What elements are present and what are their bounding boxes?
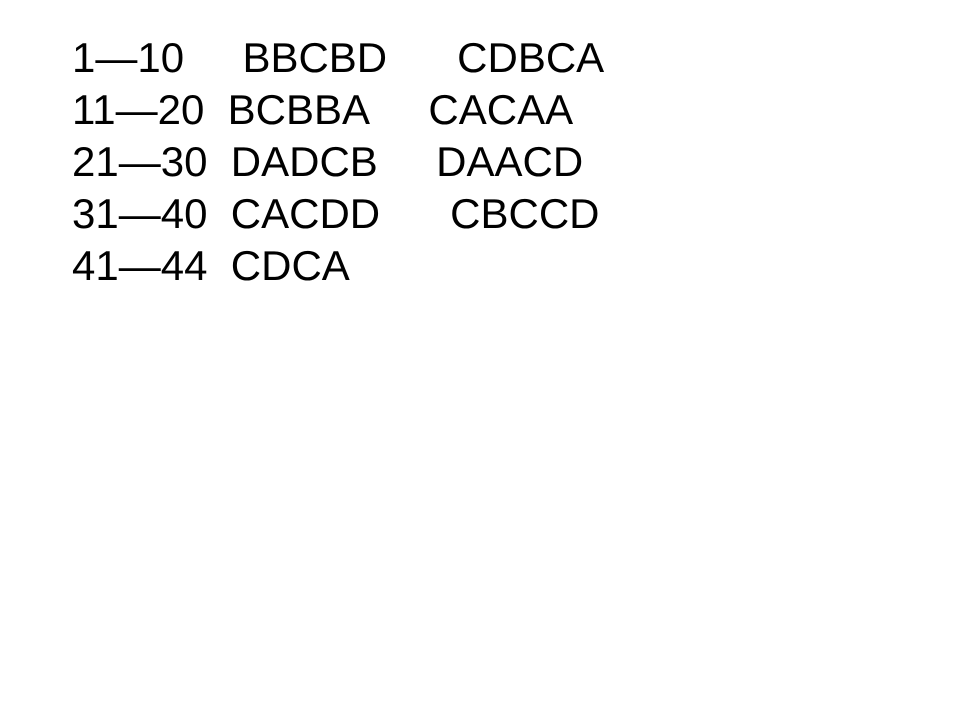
answer-key-container: 1—10 BBCBD CDBCA 11—20 BCBBA CACAA 21—30… bbox=[72, 32, 960, 292]
answer-row: 21—30 DADCB DAACD bbox=[72, 136, 960, 188]
spacer bbox=[204, 84, 227, 136]
answer-group-2: DAACD bbox=[436, 136, 583, 188]
spacer bbox=[207, 188, 230, 240]
answer-group-1: BBCBD bbox=[242, 32, 387, 84]
answer-row: 11—20 BCBBA CACAA bbox=[72, 84, 960, 136]
range-label: 31—40 bbox=[72, 188, 207, 240]
answer-row: 31—40 CACDD CBCCD bbox=[72, 188, 960, 240]
spacer bbox=[207, 136, 230, 188]
range-label: 21—30 bbox=[72, 136, 207, 188]
answer-group-2: CACAA bbox=[428, 84, 573, 136]
spacer bbox=[370, 84, 428, 136]
answer-group-1: CACDD bbox=[231, 188, 380, 240]
spacer bbox=[380, 188, 450, 240]
answer-group-1: BCBBA bbox=[228, 84, 370, 136]
range-label: 11—20 bbox=[72, 84, 204, 136]
answer-row: 1—10 BBCBD CDBCA bbox=[72, 32, 960, 84]
range-label: 41—44 bbox=[72, 240, 207, 292]
spacer bbox=[184, 32, 242, 84]
spacer bbox=[378, 136, 436, 188]
range-label: 1—10 bbox=[72, 32, 184, 84]
answer-group-2: CDBCA bbox=[457, 32, 604, 84]
spacer bbox=[207, 240, 230, 292]
answer-row: 41—44 CDCA bbox=[72, 240, 960, 292]
answer-group-1: DADCB bbox=[231, 136, 378, 188]
spacer bbox=[387, 32, 457, 84]
answer-group-2: CBCCD bbox=[450, 188, 599, 240]
answer-group-1: CDCA bbox=[231, 240, 350, 292]
